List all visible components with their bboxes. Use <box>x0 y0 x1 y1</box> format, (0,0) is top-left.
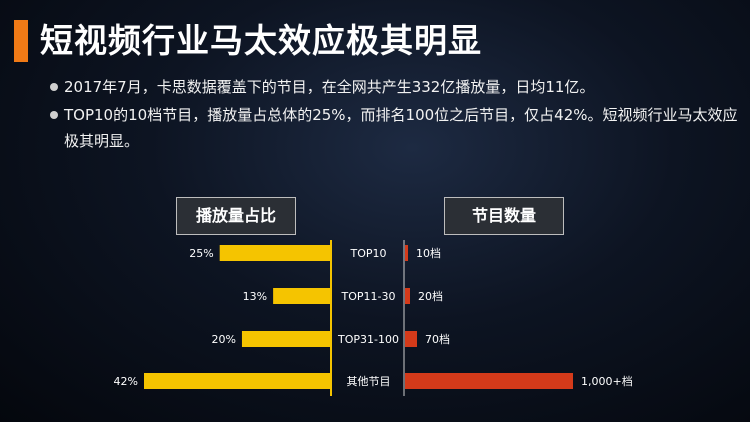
share-bar-label: 13% <box>243 290 267 303</box>
bullet-dot-icon <box>50 111 58 119</box>
legend-count: 节目数量 <box>444 197 564 235</box>
bullet-dot-icon <box>50 83 58 91</box>
share-bar <box>144 373 331 389</box>
legend-share: 播放量占比 <box>176 197 296 235</box>
title-accent-bar <box>14 20 28 62</box>
category-label: 其他节目 <box>347 375 391 388</box>
share-bar <box>273 288 331 304</box>
share-bar <box>219 245 331 261</box>
count-bar-label: 1,000+档 <box>581 374 633 388</box>
share-bar <box>241 331 331 347</box>
share-bar-label: 42% <box>114 375 138 388</box>
count-bar-label: 10档 <box>416 246 441 260</box>
category-label: TOP10 <box>349 247 386 260</box>
category-label: TOP11-30 <box>341 290 396 303</box>
category-label: TOP31-100 <box>337 333 399 346</box>
count-bar <box>405 373 573 389</box>
bullet-item-1: 2017年7月，卡思数据覆盖下的节目，在全网共产生332亿播放量，日均11亿。 <box>50 74 740 100</box>
bullet-item-2: TOP10的10档节目，播放量占总体的25%，而排名100位之后节目，仅占42%… <box>50 102 740 154</box>
count-bar <box>405 288 410 304</box>
count-bar-label: 70档 <box>425 332 450 346</box>
count-bar <box>405 331 417 347</box>
bullet-list: 2017年7月，卡思数据覆盖下的节目，在全网共产生332亿播放量，日均11亿。 … <box>50 74 740 154</box>
page-title: 短视频行业马太效应极其明显 <box>40 21 482 60</box>
share-bar-label: 25% <box>189 247 213 260</box>
bullet-text-2: TOP10的10档节目，播放量占总体的25%，而排名100位之后节目，仅占42%… <box>64 106 738 150</box>
share-bar-label: 20% <box>211 333 235 346</box>
bullet-text-1: 2017年7月，卡思数据覆盖下的节目，在全网共产生332亿播放量，日均11亿。 <box>64 78 595 96</box>
count-bar <box>405 245 408 261</box>
count-bar-label: 20档 <box>418 289 443 303</box>
